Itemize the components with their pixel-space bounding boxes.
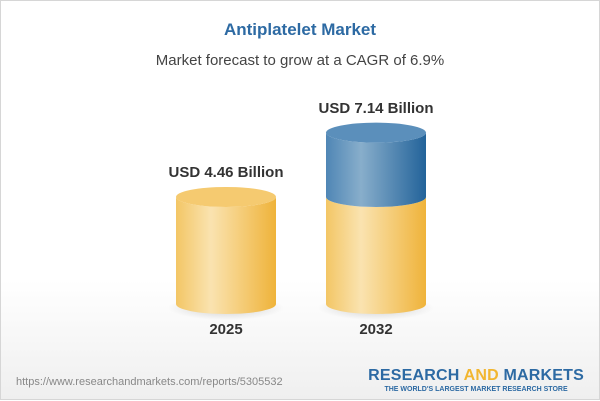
chart-title: Antiplatelet Market — [223, 20, 377, 39]
chart-subtitle: Market forecast to grow at a CAGR of 6.9… — [155, 52, 445, 69]
cylinder-growth-2032 — [326, 132, 426, 207]
category-label-2032: 2032 — [359, 321, 392, 338]
logo-markets: MARKETS — [503, 367, 584, 384]
research-and-markets-logo: RESEARCH AND MARKETS THE WORLD'S LARGEST… — [368, 367, 584, 393]
cylinder-top-2025 — [176, 186, 276, 207]
data-label-2025: USD 4.46 Billion — [168, 164, 283, 181]
logo-research: RESEARCH — [368, 367, 460, 384]
category-label-2025: 2025 — [209, 321, 242, 338]
logo-and: AND — [463, 367, 499, 384]
source-url[interactable]: https://www.researchandmarkets.com/repor… — [16, 376, 283, 388]
logo-tagline: THE WORLD'S LARGEST MARKET RESEARCH STOR… — [384, 386, 568, 393]
data-label-2032: USD 7.14 Billion — [318, 100, 433, 117]
cylinder-base-2032 — [326, 196, 426, 314]
cylinder-top-2032 — [326, 122, 426, 143]
cylinder-base-2025 — [176, 196, 276, 314]
